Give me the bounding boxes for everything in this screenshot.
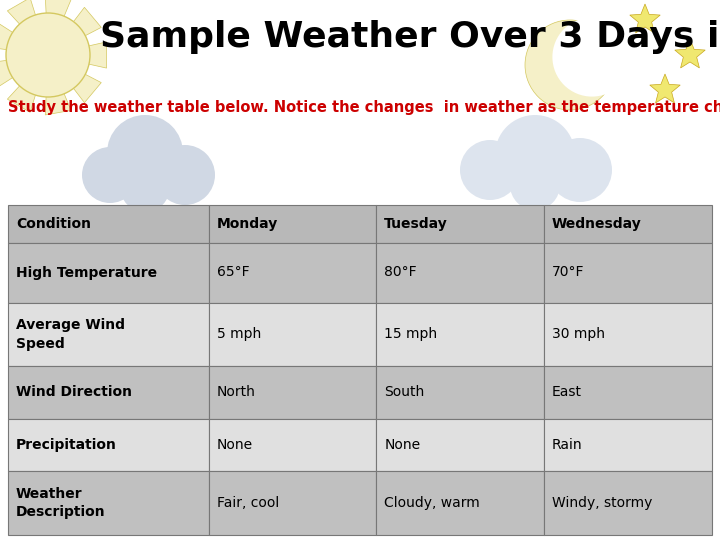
Bar xyxy=(376,205,544,242)
Polygon shape xyxy=(48,55,102,103)
Polygon shape xyxy=(48,8,102,55)
Bar xyxy=(8,471,209,535)
Polygon shape xyxy=(7,0,48,55)
Circle shape xyxy=(6,13,90,97)
Circle shape xyxy=(155,145,215,205)
Polygon shape xyxy=(45,0,71,55)
Bar xyxy=(209,302,376,366)
Bar xyxy=(8,366,209,418)
Text: Study the weather table below. Notice the changes  in weather as the temperature: Study the weather table below. Notice th… xyxy=(8,100,720,115)
Text: Precipitation: Precipitation xyxy=(16,438,117,452)
Text: North: North xyxy=(217,386,256,400)
Text: Wednesday: Wednesday xyxy=(552,217,642,231)
Text: 70°F: 70°F xyxy=(552,266,584,280)
Bar xyxy=(376,471,544,535)
Bar xyxy=(544,471,712,535)
Bar xyxy=(8,205,209,242)
Circle shape xyxy=(552,17,631,97)
Bar xyxy=(209,205,376,242)
Bar xyxy=(544,242,712,302)
Bar xyxy=(209,242,376,302)
Text: None: None xyxy=(217,438,253,452)
Circle shape xyxy=(525,20,615,110)
Text: Fair, cool: Fair, cool xyxy=(217,496,279,510)
Bar xyxy=(8,302,209,366)
Polygon shape xyxy=(649,74,680,103)
Text: Condition: Condition xyxy=(16,217,91,231)
Bar xyxy=(376,418,544,471)
Circle shape xyxy=(120,162,170,212)
Text: Tuesday: Tuesday xyxy=(384,217,448,231)
Text: Rain: Rain xyxy=(552,438,582,452)
Text: 80°F: 80°F xyxy=(384,266,417,280)
Circle shape xyxy=(82,147,138,203)
Text: Weather
Description: Weather Description xyxy=(16,487,106,519)
Text: 5 mph: 5 mph xyxy=(217,327,261,341)
Text: East: East xyxy=(552,386,582,400)
Polygon shape xyxy=(48,42,107,68)
Text: None: None xyxy=(384,438,420,452)
Text: 30 mph: 30 mph xyxy=(552,327,605,341)
Bar xyxy=(209,418,376,471)
Text: Windy, stormy: Windy, stormy xyxy=(552,496,652,510)
Text: Wind Direction: Wind Direction xyxy=(16,386,132,400)
Text: South: South xyxy=(384,386,425,400)
Polygon shape xyxy=(0,23,48,55)
Circle shape xyxy=(495,115,575,195)
Circle shape xyxy=(510,160,560,210)
Circle shape xyxy=(107,115,183,191)
Text: 65°F: 65°F xyxy=(217,266,249,280)
Bar xyxy=(8,418,209,471)
Bar xyxy=(376,366,544,418)
Circle shape xyxy=(548,138,612,202)
Bar xyxy=(376,242,544,302)
Text: Monday: Monday xyxy=(217,217,278,231)
Polygon shape xyxy=(630,4,660,33)
Bar xyxy=(544,418,712,471)
Polygon shape xyxy=(0,55,48,87)
Bar xyxy=(8,242,209,302)
Text: Cloudy, warm: Cloudy, warm xyxy=(384,496,480,510)
Text: High Temperature: High Temperature xyxy=(16,266,157,280)
Bar xyxy=(544,302,712,366)
Bar xyxy=(376,302,544,366)
Circle shape xyxy=(460,140,520,200)
Text: Average Wind
Speed: Average Wind Speed xyxy=(16,318,125,350)
Text: 15 mph: 15 mph xyxy=(384,327,437,341)
Bar xyxy=(544,205,712,242)
Bar xyxy=(209,366,376,418)
Bar xyxy=(544,366,712,418)
Polygon shape xyxy=(675,39,705,68)
Polygon shape xyxy=(45,55,71,115)
Bar xyxy=(209,471,376,535)
Polygon shape xyxy=(7,55,48,112)
Text: Sample Weather Over 3 Days in N.C.: Sample Weather Over 3 Days in N.C. xyxy=(100,20,720,54)
